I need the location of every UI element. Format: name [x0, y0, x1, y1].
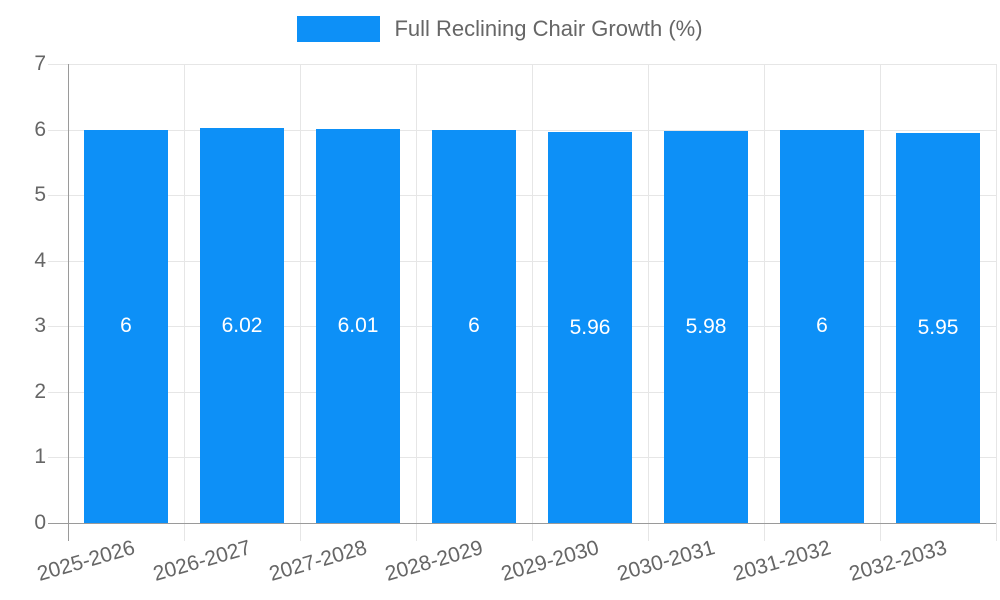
gridline-horizontal — [48, 326, 996, 327]
gridline-vertical — [764, 64, 765, 541]
y-tick-label: 3 — [34, 314, 46, 337]
bar-value-label: 6 — [120, 314, 132, 337]
x-tick-label: 2030-2031 — [614, 536, 718, 586]
bar[interactable] — [664, 130, 748, 523]
bar-value-label: 6 — [816, 314, 828, 337]
gridline-vertical — [996, 64, 997, 541]
legend-label: Full Reclining Chair Growth (%) — [394, 16, 703, 41]
bar[interactable] — [780, 129, 864, 523]
x-axis-baseline — [48, 523, 996, 524]
legend: Full Reclining Chair Growth (%) — [0, 15, 1000, 43]
y-tick-label: 1 — [34, 445, 46, 468]
bar[interactable] — [84, 129, 168, 523]
gridline-horizontal — [48, 64, 996, 65]
x-tick-label: 2029-2030 — [498, 536, 602, 586]
y-tick-label: 4 — [34, 249, 46, 272]
gridline-horizontal — [48, 392, 996, 393]
bar[interactable] — [432, 129, 516, 523]
gridline-vertical — [416, 64, 417, 541]
gridline-horizontal — [48, 261, 996, 262]
gridline-horizontal — [48, 457, 996, 458]
x-tick-label: 2025-2026 — [34, 536, 138, 586]
gridline-vertical — [68, 64, 69, 541]
y-tick-label: 5 — [34, 183, 46, 206]
bar-value-label: 5.95 — [917, 316, 959, 339]
bar[interactable] — [200, 128, 284, 523]
x-tick-label: 2028-2029 — [382, 536, 486, 586]
x-tick-label: 2032-2033 — [846, 536, 950, 586]
legend-swatch — [297, 16, 381, 42]
y-tick-label: 6 — [34, 118, 46, 141]
gridline-vertical — [184, 64, 185, 541]
gridline-vertical — [532, 64, 533, 541]
bar[interactable] — [896, 132, 980, 523]
gridline-vertical — [648, 64, 649, 541]
x-tick-label: 2027-2028 — [266, 536, 370, 586]
bar[interactable] — [548, 132, 632, 523]
bar-value-label: 5.98 — [685, 315, 727, 338]
gridline-horizontal — [48, 130, 996, 131]
bar-value-label: 6.02 — [221, 314, 263, 337]
bar[interactable] — [316, 128, 400, 523]
x-tick-label: 2031-2032 — [730, 536, 834, 586]
gridline-horizontal — [48, 195, 996, 196]
y-tick-label: 7 — [34, 52, 46, 75]
legend-item[interactable]: Full Reclining Chair Growth (%) — [297, 15, 703, 43]
y-tick-label: 0 — [34, 511, 46, 534]
bar-value-label: 5.96 — [569, 316, 611, 339]
bar-value-label: 6.01 — [337, 314, 379, 337]
gridline-vertical — [880, 64, 881, 541]
gridline-vertical — [300, 64, 301, 541]
x-tick-label: 2026-2027 — [150, 536, 254, 586]
y-tick-label: 2 — [34, 380, 46, 403]
bar-value-label: 6 — [468, 314, 480, 337]
